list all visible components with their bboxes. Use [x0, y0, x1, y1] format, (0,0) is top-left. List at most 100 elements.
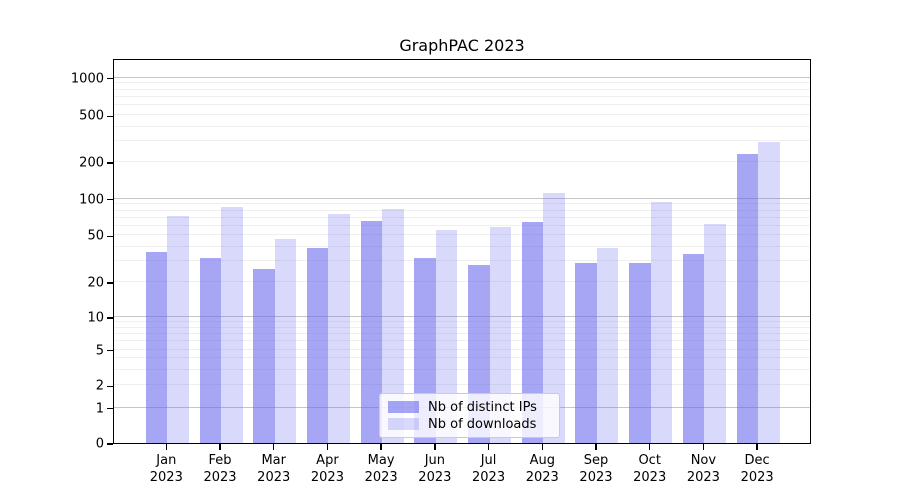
y-tick-label: 0 — [95, 436, 104, 452]
y-tick-mark — [107, 115, 113, 118]
y-tick-label: 50 — [87, 228, 104, 244]
bar-ips-aug — [521, 222, 544, 443]
y-tick-label: 2 — [95, 378, 104, 394]
minor-gridline — [114, 357, 810, 359]
minor-gridline — [114, 114, 810, 116]
x-tick-year: 2023 — [686, 470, 720, 485]
y-tick-label: 100 — [79, 192, 104, 208]
legend-item-downloads: Nb of downloads — [388, 416, 551, 432]
legend-swatch-downloads — [388, 418, 419, 430]
major-gridline — [114, 197, 810, 199]
x-tick-mark — [326, 444, 329, 450]
x-tick-month: Apr — [316, 453, 339, 468]
x-tick-mark — [434, 444, 436, 450]
x-tick-mark — [595, 444, 597, 450]
x-tick-month: Dec — [744, 453, 770, 468]
chart-title: GraphPAC 2023 — [399, 36, 525, 55]
bar-downloads-aug — [543, 192, 565, 443]
y-tick-label: 1000 — [70, 71, 104, 87]
x-tick-label: Sep 2023 — [564, 452, 628, 486]
x-tick-year: 2023 — [525, 470, 559, 485]
bar-ips-apr — [306, 248, 329, 443]
x-tick-year: 2023 — [257, 470, 291, 485]
x-tick-month: Mar — [261, 453, 286, 468]
x-tick-month: Aug — [529, 453, 555, 468]
major-gridline — [114, 316, 810, 317]
major-gridline — [114, 76, 810, 78]
y-tick-label: 20 — [87, 275, 104, 291]
x-tick-label: Dec 2023 — [725, 452, 789, 486]
y-tick-mark — [107, 385, 113, 388]
y-tick-label: 10 — [87, 310, 104, 326]
y-tick-label: 1 — [95, 401, 104, 417]
minor-gridline — [114, 224, 810, 226]
bar-ips-sep — [575, 263, 597, 443]
minor-gridline — [114, 260, 810, 262]
x-tick-label: Mar 2023 — [242, 452, 306, 486]
minor-gridline — [114, 216, 810, 218]
bar-downloads-dec — [758, 142, 780, 443]
y-tick-mark — [107, 407, 113, 410]
minor-gridline — [114, 281, 810, 282]
x-tick-label: Oct 2023 — [618, 452, 682, 486]
x-tick-month: May — [367, 453, 395, 468]
x-tick-label: May 2023 — [349, 452, 413, 486]
bar-downloads-mar — [274, 238, 297, 443]
legend: Nb of distinct IPs Nb of downloads — [379, 393, 560, 438]
bar-downloads-jul — [489, 226, 512, 443]
bar-downloads-jun — [435, 230, 458, 443]
x-tick-year: 2023 — [472, 470, 506, 485]
x-tick-label: Aug 2023 — [510, 452, 574, 486]
x-tick-year: 2023 — [633, 470, 667, 485]
bar-downloads-may — [382, 209, 404, 443]
y-tick-mark — [107, 349, 113, 352]
x-tick-label: Apr 2023 — [295, 452, 359, 486]
minor-gridline — [114, 234, 810, 236]
bar-downloads-nov — [704, 224, 726, 443]
minor-gridline — [114, 384, 810, 386]
y-tick-mark — [107, 317, 113, 319]
x-tick-year: 2023 — [149, 470, 183, 485]
bar-downloads-jan — [167, 216, 189, 443]
y-tick-label: 200 — [79, 155, 104, 171]
x-tick-year: 2023 — [579, 470, 613, 485]
x-tick-month: Jan — [156, 453, 177, 468]
x-tick-month: Oct — [638, 453, 661, 468]
x-tick-month: Sep — [583, 453, 609, 468]
y-tick-label: 5 — [95, 343, 104, 359]
y-tick-mark — [107, 199, 113, 201]
bar-ips-oct — [629, 263, 651, 443]
x-tick-month: Jun — [424, 453, 445, 468]
x-tick-mark — [648, 444, 651, 450]
y-tick-mark — [107, 235, 113, 238]
minor-gridline — [114, 209, 810, 211]
plot-area: Nb of distinct IPs Nb of downloads — [113, 59, 811, 444]
x-tick-mark — [165, 444, 167, 450]
x-tick-mark — [541, 444, 543, 450]
x-tick-mark — [273, 444, 275, 450]
minor-gridline — [114, 161, 810, 162]
legend-label-downloads: Nb of downloads — [428, 416, 537, 432]
minor-gridline — [114, 320, 810, 322]
minor-gridline — [114, 82, 810, 84]
x-tick-year: 2023 — [740, 470, 774, 485]
x-tick-label: Nov 2023 — [671, 452, 735, 486]
x-tick-mark — [219, 444, 221, 450]
bar-ips-may — [360, 220, 383, 443]
legend-item-distinct-ips: Nb of distinct IPs — [388, 399, 551, 415]
y-tick-label: 500 — [79, 108, 104, 124]
x-tick-year: 2023 — [364, 470, 398, 485]
bar-ips-mar — [253, 268, 275, 443]
minor-gridline — [114, 368, 810, 370]
bar-downloads-sep — [596, 248, 619, 443]
bar-ips-dec — [736, 153, 759, 443]
x-tick-month: Jul — [480, 453, 497, 468]
bar-ips-nov — [682, 253, 705, 443]
x-tick-label: Jan 2023 — [134, 452, 198, 486]
bar-downloads-feb — [221, 206, 243, 443]
x-tick-month: Nov — [690, 453, 717, 468]
y-tick-mark — [107, 443, 113, 445]
bar-ips-jan — [145, 252, 168, 443]
x-tick-label: Feb 2023 — [188, 452, 252, 486]
x-tick-year: 2023 — [203, 470, 237, 485]
